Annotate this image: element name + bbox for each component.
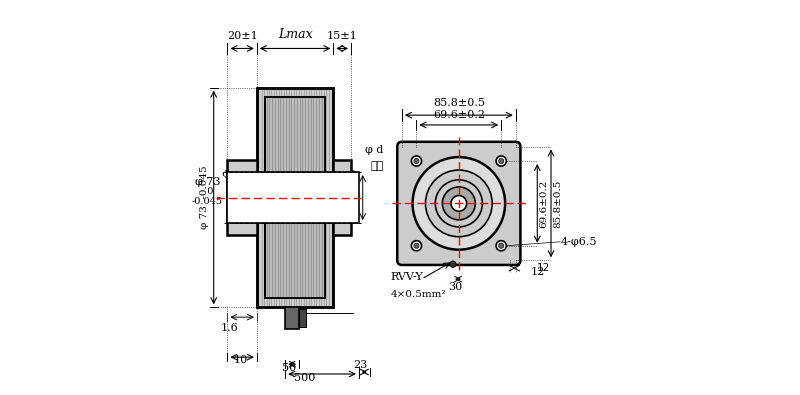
Text: 30: 30 (448, 282, 462, 292)
Polygon shape (334, 160, 351, 235)
Text: -0.045: -0.045 (192, 197, 223, 206)
Circle shape (413, 157, 505, 250)
Circle shape (450, 261, 456, 267)
Polygon shape (265, 98, 326, 297)
Text: 500: 500 (294, 373, 315, 383)
Text: 通孔: 通孔 (370, 161, 384, 171)
Polygon shape (286, 307, 299, 329)
Text: 0: 0 (202, 187, 214, 196)
Text: Φ D: Φ D (335, 170, 357, 180)
Circle shape (426, 170, 492, 237)
Circle shape (411, 241, 422, 251)
Text: Φ D: Φ D (222, 170, 243, 180)
Text: 20±1: 20±1 (226, 30, 258, 41)
Text: 15±1: 15±1 (326, 30, 358, 41)
Text: 85.8±0.5: 85.8±0.5 (433, 98, 485, 108)
Text: Lmax: Lmax (278, 28, 312, 41)
Polygon shape (257, 88, 334, 307)
Polygon shape (227, 160, 257, 235)
Text: 10: 10 (234, 355, 248, 365)
Circle shape (496, 241, 506, 251)
Circle shape (496, 156, 506, 166)
Text: 1.6: 1.6 (221, 323, 238, 333)
Circle shape (498, 243, 504, 248)
Polygon shape (227, 172, 359, 223)
Circle shape (411, 156, 422, 166)
Text: φ 73: φ 73 (195, 177, 221, 187)
Circle shape (414, 243, 419, 248)
Text: 69.6±0.2: 69.6±0.2 (539, 179, 548, 228)
Polygon shape (299, 309, 306, 327)
Text: 12: 12 (530, 267, 545, 277)
Text: φ 73  -0.045: φ 73 -0.045 (200, 166, 209, 229)
Text: RVV-Y: RVV-Y (390, 272, 423, 282)
Circle shape (442, 187, 475, 220)
FancyBboxPatch shape (398, 142, 521, 265)
Circle shape (414, 158, 419, 164)
Circle shape (435, 180, 482, 227)
Text: 69.6±0.2: 69.6±0.2 (433, 110, 485, 120)
Text: 85.8±0.5: 85.8±0.5 (553, 179, 562, 228)
Text: 23: 23 (354, 360, 368, 370)
Text: 4-φ6.5: 4-φ6.5 (561, 237, 598, 247)
Text: 4×0.5mm²: 4×0.5mm² (390, 290, 446, 299)
Circle shape (451, 196, 466, 211)
Circle shape (498, 158, 504, 164)
Text: 50: 50 (282, 363, 296, 373)
Text: 12: 12 (538, 263, 550, 273)
Text: φ d: φ d (365, 145, 383, 156)
